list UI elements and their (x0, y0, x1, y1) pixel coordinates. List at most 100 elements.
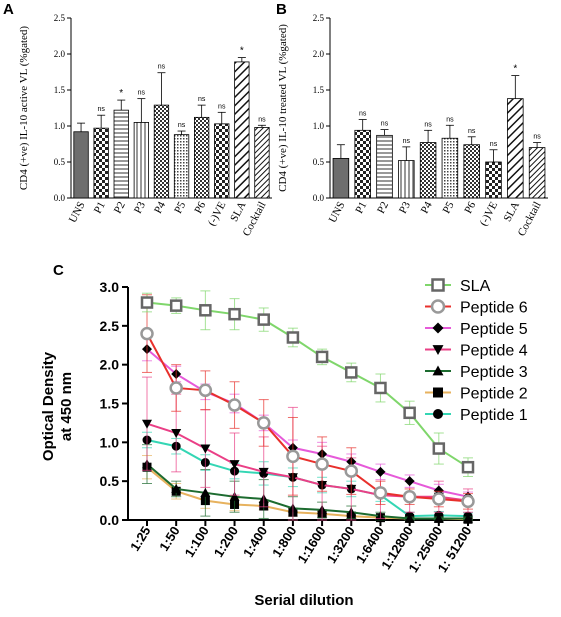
bar (93, 127, 109, 199)
bar (376, 134, 393, 199)
x-tick-label: 1:800 (269, 524, 299, 560)
data-point (373, 486, 388, 500)
data-point (463, 513, 473, 523)
data-point (430, 299, 446, 314)
bar (153, 104, 170, 199)
data-point (431, 278, 445, 292)
y-tick-label: 0.5 (54, 157, 66, 167)
x-tick-label: 1:200 (211, 524, 241, 560)
bar (234, 61, 250, 199)
data-point (433, 409, 443, 419)
data-point (315, 457, 329, 471)
data-point (432, 492, 446, 506)
bar (173, 134, 190, 199)
legend: SLA Peptide 6 Peptide 5 Peptide 4 Peptide 3 P… (425, 278, 528, 424)
significance-label: ns (446, 116, 454, 123)
y-axis-label-line: at 450 nm (58, 372, 75, 441)
chart-b: 0.0 0.5 1.0 1.5 2.0 2.5 CD4 (+ve) IL-10 treate… (277, 13, 548, 238)
significance-label: ns (218, 103, 226, 110)
data-point (286, 449, 300, 464)
significance-label: ns (158, 64, 166, 71)
chart-c: 0.0 0.5 1.0 1.5 2.0 2.5 3.0 Optical Densityat 4… (40, 278, 528, 609)
x-tick-label: (-)VE (478, 200, 501, 229)
x-tick-label: (-)VE (206, 200, 229, 229)
series (142, 336, 473, 502)
data-point (256, 416, 271, 430)
y-axis-label: CD4 (+ve) IL-10 active VL (%gated) (18, 26, 30, 190)
x-tick-label: P1 (92, 200, 108, 216)
significance-label: ns (97, 106, 105, 113)
significance-label: * (240, 46, 244, 57)
bar (485, 161, 502, 199)
data-point (169, 381, 183, 395)
series-line (146, 333, 469, 503)
legend-label: Peptide 5 (460, 321, 528, 338)
x-tick-label: P6 (462, 199, 478, 215)
y-tick-label: 0.0 (100, 512, 120, 528)
data-point (433, 387, 443, 398)
bar (507, 98, 524, 199)
data-point (140, 326, 154, 341)
x-tick-label: P3 (397, 199, 413, 215)
x-tick-label: P1 (353, 200, 369, 216)
panel-letter-a: A (3, 1, 14, 18)
data-point (404, 513, 415, 523)
significance-label: ns (403, 138, 411, 145)
data-point (344, 464, 359, 478)
x-tick-label: SLA (502, 200, 522, 224)
bar (463, 144, 480, 199)
y-tick-label: 2.0 (100, 357, 120, 373)
legend-label: Peptide 1 (460, 407, 528, 424)
significance-label: * (119, 88, 123, 99)
series (140, 290, 475, 478)
x-axis-label: Serial dilution (254, 592, 353, 609)
significance-label: ns (359, 111, 367, 118)
chart-a: 0.0 0.5 1.0 1.5 2.0 2.5 CD4 (+ve) IL-10 active… (18, 13, 272, 238)
data-point (198, 383, 213, 398)
y-tick-label: 2.0 (313, 49, 325, 59)
data-point (229, 460, 240, 470)
data-point (142, 419, 152, 429)
panel-letter-b: B (276, 1, 287, 18)
bar (441, 137, 459, 199)
y-tick-label: 0.5 (100, 473, 120, 489)
x-tick-label: P4 (419, 199, 435, 215)
data-point (258, 467, 269, 477)
bar (354, 129, 371, 199)
significance-label: ns (178, 122, 186, 129)
x-tick-label: 1:100 (182, 524, 212, 560)
data-point (171, 429, 182, 439)
data-point (286, 331, 300, 344)
y-tick-label: 3.0 (100, 279, 120, 295)
significance-label: ns (468, 128, 476, 135)
x-tick-label: 1:400 (240, 524, 270, 560)
y-tick-label: 0.0 (313, 193, 325, 203)
data-point (140, 296, 154, 309)
data-point (403, 406, 416, 420)
y-tick-label: 0.0 (54, 193, 66, 203)
data-point (404, 476, 415, 487)
x-tick-label: 1:1600 (294, 524, 328, 566)
x-tick-label: P3 (132, 199, 148, 215)
bar (398, 160, 415, 199)
series-line (146, 463, 468, 520)
panel-letter-c: C (53, 262, 64, 279)
y-tick-label: 1.5 (54, 85, 66, 95)
x-tick-label: 1:3200 (324, 524, 358, 566)
data-point (200, 444, 211, 454)
bar (214, 123, 230, 199)
x-tick-label: P2 (112, 200, 128, 216)
data-point (375, 466, 386, 477)
series-line (146, 348, 469, 498)
legend-label: Peptide 2 (460, 386, 528, 403)
y-tick-label: 1.0 (54, 121, 66, 131)
series-line (146, 422, 469, 502)
data-point (315, 350, 329, 364)
significance-label: ns (138, 90, 146, 97)
series (142, 444, 473, 523)
bar (332, 157, 350, 199)
data-point (345, 366, 358, 379)
bar (73, 131, 89, 199)
